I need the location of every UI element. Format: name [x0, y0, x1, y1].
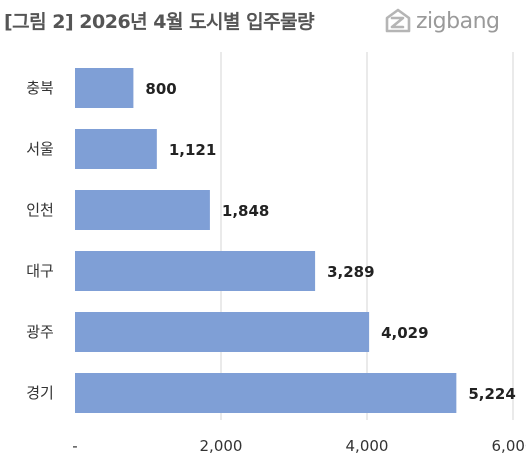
zigbang-logo-icon: [385, 8, 411, 33]
brand-logo: zigbang: [384, 6, 500, 36]
x-tick-label-1: 2,000: [200, 437, 243, 455]
value-label-1: 1,121: [169, 141, 216, 159]
category-label-2: 인천: [26, 201, 54, 219]
x-tick-label-2: 4,000: [346, 437, 389, 455]
chart-header: [그림 2] 2026년 4월 도시별 입주물량 zigbang: [0, 0, 526, 44]
category-label-0: 충북: [26, 79, 54, 97]
value-label-2: 1,848: [222, 202, 269, 220]
bar-4: [75, 312, 370, 352]
value-label-0: 800: [145, 80, 176, 98]
value-label-5: 5,224: [468, 385, 515, 403]
bar-0: [75, 68, 134, 108]
bar-3: [75, 251, 316, 291]
category-label-4: 광주: [26, 323, 54, 341]
bar-5: [75, 373, 457, 413]
bar-1: [75, 129, 157, 169]
x-tick-label-3: 6,000: [492, 437, 526, 455]
category-label-5: 경기: [26, 384, 54, 402]
brand-name: zigbang: [416, 8, 500, 34]
value-label-4: 4,029: [381, 324, 428, 342]
category-label-1: 서울: [26, 140, 54, 158]
value-label-3: 3,289: [327, 263, 374, 281]
chart-title: [그림 2] 2026년 4월 도시별 입주물량: [4, 11, 315, 33]
x-tick-label-0: -: [72, 437, 77, 455]
category-label-3: 대구: [26, 262, 54, 280]
bar-2: [75, 190, 210, 230]
